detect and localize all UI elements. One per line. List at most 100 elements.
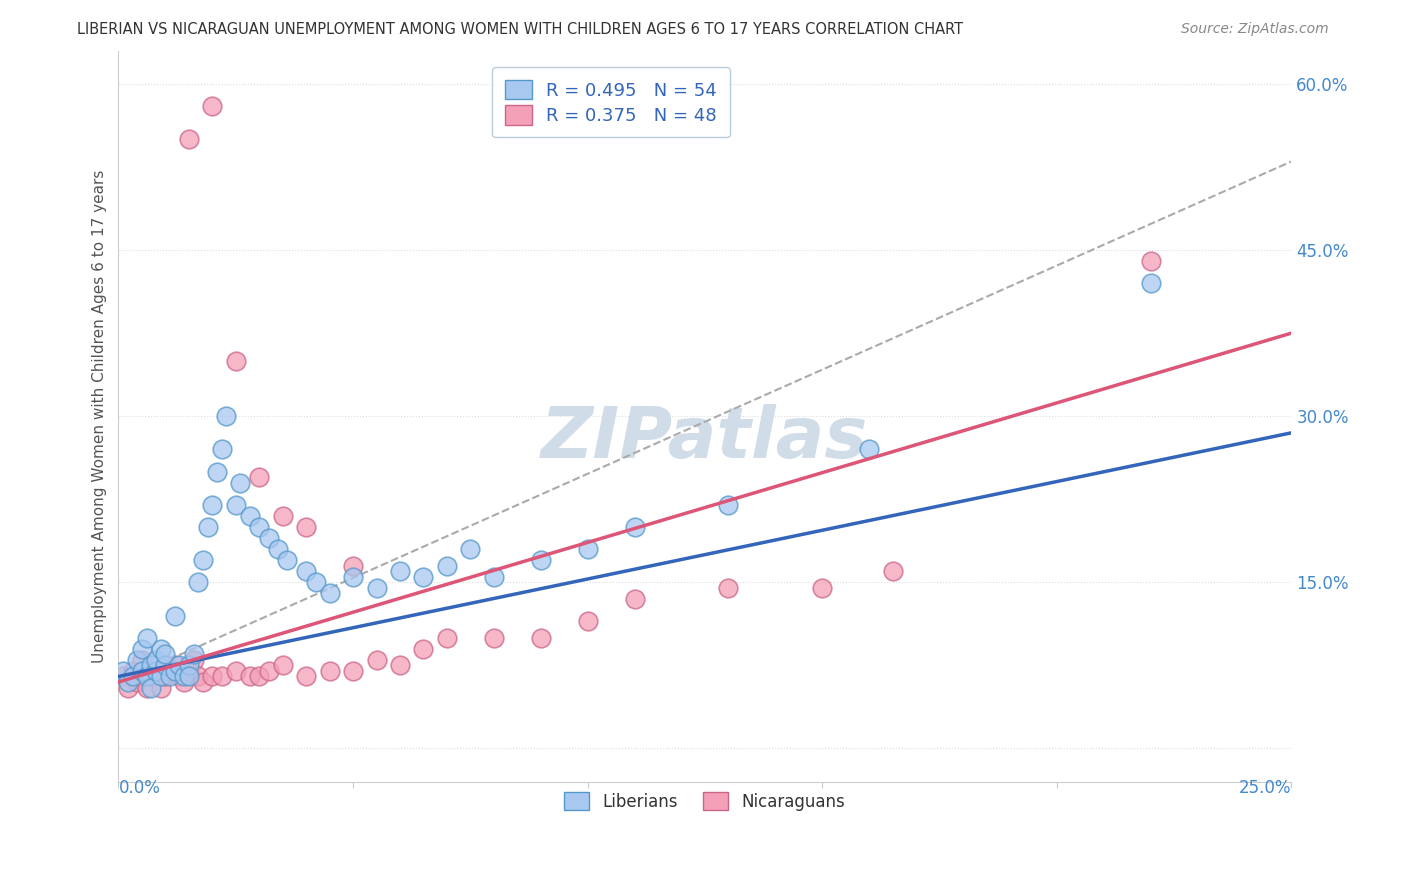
Point: [257, 664, 280, 678]
Point: [239, 508, 262, 523]
Point: [183, 653, 205, 667]
Point: [149, 669, 172, 683]
Point: [366, 581, 388, 595]
Point: [117, 681, 139, 695]
Point: [229, 475, 252, 490]
Text: ZIPatlas: ZIPatlas: [541, 403, 869, 473]
Point: [623, 520, 645, 534]
Legend: Liberians, Nicaraguans: Liberians, Nicaraguans: [558, 785, 852, 817]
Point: [717, 581, 740, 595]
Point: [201, 498, 224, 512]
Point: [276, 553, 298, 567]
Text: 0.0%: 0.0%: [118, 779, 160, 797]
Point: [177, 132, 200, 146]
Point: [211, 442, 233, 457]
Point: [717, 498, 740, 512]
Point: [811, 581, 834, 595]
Point: [366, 653, 388, 667]
Point: [267, 542, 290, 557]
Point: [239, 669, 262, 683]
Point: [163, 664, 186, 678]
Point: [135, 631, 157, 645]
Point: [177, 669, 200, 683]
Point: [169, 669, 191, 683]
Point: [318, 586, 340, 600]
Point: [530, 631, 553, 645]
Point: [225, 664, 247, 678]
Point: [318, 664, 340, 678]
Point: [247, 520, 270, 534]
Point: [436, 558, 458, 573]
Point: [412, 641, 434, 656]
Point: [117, 675, 139, 690]
Point: [169, 658, 191, 673]
Point: [247, 470, 270, 484]
Text: Source: ZipAtlas.com: Source: ZipAtlas.com: [1181, 22, 1329, 37]
Point: [295, 564, 318, 578]
Point: [121, 664, 143, 678]
Point: [1139, 254, 1161, 268]
Point: [187, 575, 209, 590]
Point: [173, 675, 195, 690]
Point: [145, 653, 167, 667]
Point: [155, 669, 177, 683]
Point: [858, 442, 880, 457]
Point: [155, 648, 177, 662]
Point: [412, 570, 434, 584]
Point: [1139, 277, 1161, 291]
Point: [215, 409, 238, 424]
Point: [257, 531, 280, 545]
Point: [135, 669, 157, 683]
Point: [183, 648, 205, 662]
Point: [460, 542, 482, 557]
Point: [201, 669, 224, 683]
Point: [388, 564, 411, 578]
Point: [211, 669, 233, 683]
Point: [163, 658, 186, 673]
Point: [141, 669, 163, 683]
Point: [163, 608, 186, 623]
Point: [436, 631, 458, 645]
Point: [271, 508, 294, 523]
Point: [388, 658, 411, 673]
Point: [173, 669, 195, 683]
Point: [145, 664, 167, 678]
Point: [159, 669, 181, 683]
Point: [135, 681, 157, 695]
Point: [127, 653, 149, 667]
Point: [342, 558, 364, 573]
Point: [121, 669, 143, 683]
Point: [177, 664, 200, 678]
Point: [159, 664, 181, 678]
Point: [225, 353, 247, 368]
Point: [191, 675, 214, 690]
Point: [225, 498, 247, 512]
Point: [201, 99, 224, 113]
Point: [127, 675, 149, 690]
Y-axis label: Unemployment Among Women with Children Ages 6 to 17 years: Unemployment Among Women with Children A…: [93, 169, 107, 663]
Point: [141, 681, 163, 695]
Point: [576, 542, 599, 557]
Text: 25.0%: 25.0%: [1239, 779, 1292, 797]
Point: [247, 669, 270, 683]
Point: [112, 669, 135, 683]
Point: [155, 658, 177, 673]
Point: [177, 658, 200, 673]
Point: [112, 664, 135, 678]
Point: [882, 564, 904, 578]
Point: [623, 591, 645, 606]
Point: [131, 664, 153, 678]
Point: [342, 570, 364, 584]
Point: [141, 658, 163, 673]
Point: [271, 658, 294, 673]
Point: [342, 664, 364, 678]
Point: [530, 553, 553, 567]
Point: [197, 520, 219, 534]
Point: [131, 641, 153, 656]
Point: [482, 631, 505, 645]
Point: [295, 520, 318, 534]
Point: [149, 681, 172, 695]
Point: [131, 653, 153, 667]
Point: [304, 575, 326, 590]
Point: [576, 614, 599, 628]
